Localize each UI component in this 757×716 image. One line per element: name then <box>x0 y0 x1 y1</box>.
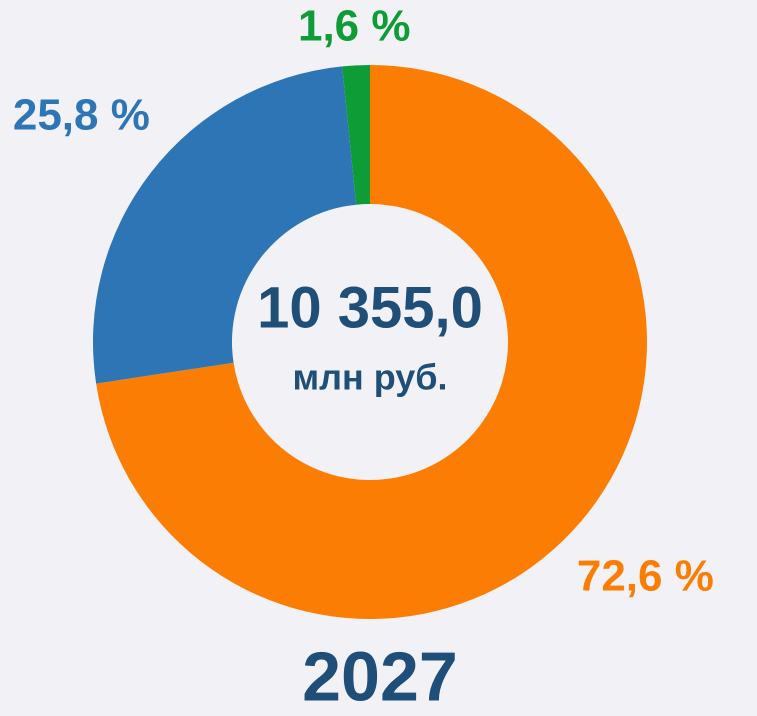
slice <box>342 65 370 205</box>
chart-title: 2027 <box>302 637 458 715</box>
slices <box>93 65 648 619</box>
center-subtext: млн руб. <box>292 357 447 398</box>
slice-label: 1,6 % <box>298 2 411 51</box>
slice-label: 72,6 % <box>577 551 714 600</box>
center-text: 10 355,0 <box>257 275 483 340</box>
slice <box>93 66 357 384</box>
slice <box>96 65 648 619</box>
slice-label: 25,8 % <box>13 91 150 140</box>
